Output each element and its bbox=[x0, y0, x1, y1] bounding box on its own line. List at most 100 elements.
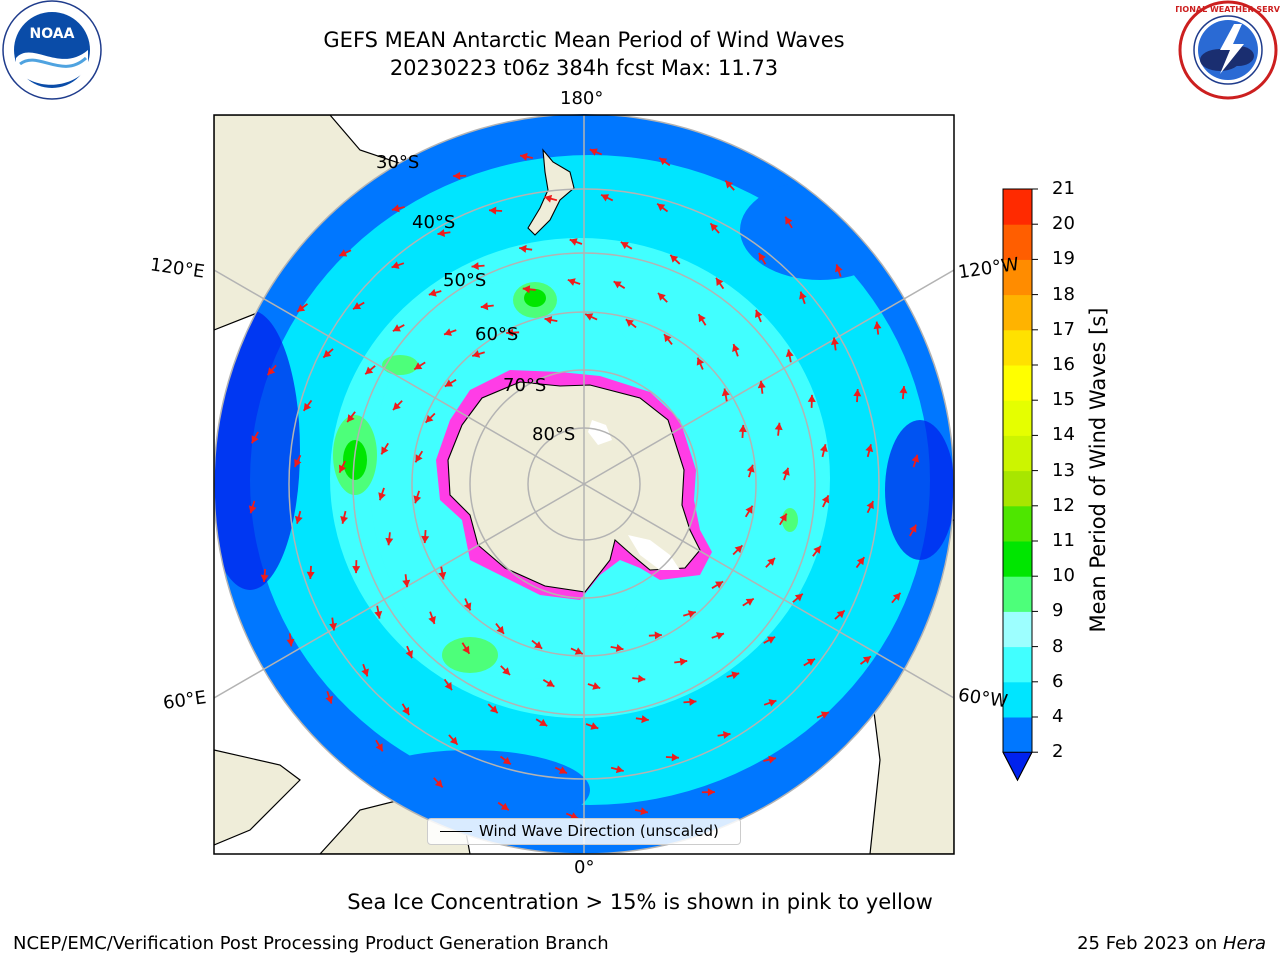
wind-arrow-head bbox=[779, 513, 787, 522]
wind-arrow-head bbox=[428, 288, 437, 297]
wind-arrow-head bbox=[835, 264, 843, 273]
colorbar-segment bbox=[1003, 189, 1032, 225]
wind-arrow-head bbox=[374, 610, 383, 619]
colorbar-segment bbox=[1003, 646, 1032, 683]
wind-arrow-head bbox=[462, 645, 470, 654]
wind-arrow-head bbox=[471, 262, 479, 271]
colorbar-tick-label: 15 bbox=[1052, 389, 1075, 411]
colorbar-tick-label: 17 bbox=[1052, 318, 1075, 340]
footer-credit: NCEP/EMC/Verification Post Processing Pr… bbox=[13, 933, 609, 954]
wind-arrow-head bbox=[340, 516, 349, 524]
wind-arrow-head bbox=[689, 697, 697, 706]
wind-arrow-head bbox=[615, 765, 624, 774]
wind-arrow-head bbox=[820, 711, 829, 719]
wind-arrow-head bbox=[592, 682, 601, 690]
wind-arrow-head bbox=[500, 802, 509, 811]
wind-arrow-head bbox=[821, 495, 830, 504]
wind-arrow-head bbox=[615, 644, 624, 652]
footer-date-text: 25 Feb 2023 on bbox=[1077, 933, 1223, 954]
colorbar-tick-label: 16 bbox=[1052, 354, 1075, 375]
wind-arrow-head bbox=[267, 367, 276, 376]
wind-arrow-head bbox=[353, 302, 362, 310]
wind-arrow-head bbox=[294, 515, 303, 524]
wind-arrow-head bbox=[306, 571, 315, 579]
wind-arrow-head bbox=[601, 194, 610, 202]
wind-arrow-head bbox=[405, 650, 414, 659]
lat-label-60s: 60°S bbox=[475, 324, 519, 345]
wind-arrow-head bbox=[687, 610, 696, 618]
wind-arrow-head bbox=[294, 458, 302, 467]
colorbar-segment bbox=[1003, 400, 1032, 436]
colorbar-segment bbox=[1003, 435, 1032, 472]
wind-arrow-head bbox=[625, 319, 634, 327]
wind-arrow-head bbox=[767, 636, 776, 644]
wind-arrow-head bbox=[338, 464, 347, 473]
wind-arrow-head bbox=[856, 557, 865, 566]
wind-arrow-head bbox=[539, 718, 548, 726]
wind-arrow-head bbox=[297, 304, 306, 312]
wind-arrow-head bbox=[641, 715, 649, 724]
colorbar-segment bbox=[1003, 470, 1032, 507]
wind-arrow-head bbox=[522, 285, 531, 294]
wind-arrow-head bbox=[715, 581, 724, 589]
colorbar-segment bbox=[1003, 259, 1032, 296]
chart-subtitle: 20230223 t06z 384h fcst Max: 11.73 bbox=[389, 56, 779, 80]
wind-arrow-head bbox=[546, 679, 555, 687]
wind-arrow-head bbox=[723, 730, 731, 739]
wind-arrow-head bbox=[472, 350, 481, 358]
wind-arrow-head bbox=[745, 505, 753, 514]
colorbar-tick-label: 10 bbox=[1052, 565, 1075, 587]
wind-arrow-head bbox=[415, 454, 423, 463]
wind-arrow-head bbox=[463, 602, 472, 611]
wind-arrow-head bbox=[413, 495, 422, 504]
wind-arrow-head bbox=[585, 313, 594, 321]
colorbar-segment bbox=[1003, 505, 1032, 542]
wind-arrow-head bbox=[774, 422, 783, 431]
wind-arrow-head bbox=[853, 389, 862, 397]
wind-arrow-head bbox=[365, 366, 374, 375]
wind-arrow-head bbox=[731, 671, 740, 680]
wind-arrow-head bbox=[489, 705, 498, 714]
colorbar-segment bbox=[1003, 541, 1032, 577]
wind-arrow-head bbox=[570, 812, 579, 820]
colorbar-tick-label: 6 bbox=[1052, 670, 1064, 692]
wind-arrow-head bbox=[375, 743, 383, 752]
wind-arrow-head bbox=[873, 321, 882, 330]
wind-arrow-head bbox=[444, 682, 452, 691]
wind-arrow-head bbox=[449, 736, 458, 745]
colorbar-tick-label: 11 bbox=[1052, 530, 1075, 551]
wind-arrow-head bbox=[520, 152, 528, 161]
wind-arrow-head bbox=[329, 623, 338, 631]
wind-arrow-head bbox=[506, 328, 514, 337]
colorbar-tick-label: 12 bbox=[1052, 494, 1075, 516]
lat-label-70s: 70°S bbox=[503, 375, 547, 396]
wind-arrow-head bbox=[378, 492, 386, 501]
wind-arrow-head bbox=[251, 435, 259, 444]
wind-arrow-head bbox=[745, 598, 754, 606]
wind-arrow-head bbox=[534, 641, 543, 649]
wind-arrow-head bbox=[347, 414, 355, 423]
wind-arrow-head bbox=[698, 314, 706, 323]
lat-label-50s: 50°S bbox=[443, 270, 487, 291]
wind-arrow-head bbox=[654, 631, 662, 640]
graticule bbox=[214, 115, 954, 854]
colorbar-tick-label: 8 bbox=[1052, 635, 1064, 657]
wind-arrow-head bbox=[421, 535, 430, 544]
wind-arrow-head bbox=[286, 638, 295, 647]
colorbar-tick-label: 18 bbox=[1052, 283, 1075, 305]
wind-arrow-head bbox=[544, 194, 553, 203]
wind-arrow-head bbox=[323, 349, 332, 358]
wind-arrow-head bbox=[664, 334, 672, 343]
wind-arrow-head bbox=[782, 467, 790, 476]
wind-arrow-head bbox=[496, 625, 504, 634]
wind-arrow-head bbox=[813, 545, 821, 554]
colorbar-tick-label: 19 bbox=[1052, 248, 1075, 270]
lat-label-30s: 30°S bbox=[376, 152, 420, 173]
wind-arrow-head bbox=[414, 362, 423, 370]
colorbar-segment bbox=[1003, 365, 1032, 401]
wind-arrow-head bbox=[480, 302, 489, 311]
wind-arrow-head bbox=[785, 349, 794, 358]
wind-arrow-head bbox=[558, 766, 567, 774]
wind-arrow-head bbox=[393, 402, 401, 411]
